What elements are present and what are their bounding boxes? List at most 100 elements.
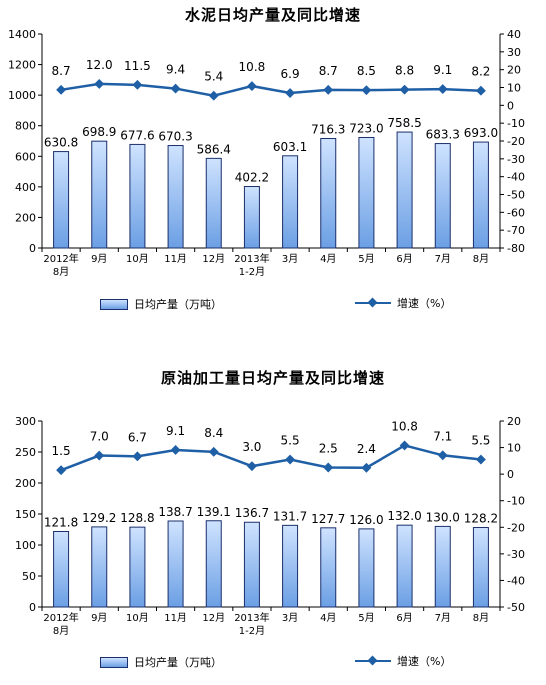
x-tick-label: 8月 [53,625,69,637]
x-tick-label: 2012年 [43,611,78,624]
bar [53,530,70,608]
bar-value-label: 130.0 [426,510,460,524]
y-right-tick-label: -80 [507,242,525,255]
x-tick-label: 7月 [435,612,451,624]
growth-value-label: 5.4 [204,70,223,84]
growth-value-label: 9.1 [433,63,452,77]
y-left-tick-label: 200 [15,211,36,224]
growth-value-label: 9.4 [166,63,185,77]
growth-value-label: 8.4 [204,426,223,440]
bar [243,186,260,249]
growth-marker [437,84,448,95]
bar-value-label: 132.0 [387,509,421,523]
bar-value-label: 136.7 [235,506,269,520]
bar-value-label: 723.0 [349,121,383,135]
bar-value-label: 630.8 [44,136,78,150]
x-tick-label: 12月 [202,612,225,624]
x-tick-label: 11月 [164,253,187,265]
bar-value-label: 138.7 [158,505,192,519]
y-right-tick-label: -10 [507,117,525,130]
y-right-tick-label: 0 [507,468,514,481]
x-tick-label: 8月 [473,612,489,624]
y-right-tick-label: 10 [507,82,521,95]
growth-marker [475,454,486,465]
legend-line-item: 增速（%） [355,653,451,669]
growth-value-label: 8.7 [52,64,71,78]
y-right-tick-label: 20 [507,64,521,77]
legend-bar-label: 日均产量（万吨） [134,656,222,669]
bar [396,524,413,608]
bar [282,524,299,608]
growth-marker [399,84,410,95]
growth-line [60,82,481,97]
growth-value-label: 7.0 [90,430,109,444]
bar [282,155,299,249]
growth-marker [132,79,143,90]
growth-marker [170,445,181,455]
bar [320,138,337,249]
growth-marker [246,81,257,92]
bar-value-label: 758.5 [387,116,421,130]
bar [129,143,146,249]
bar-value-label: 127.7 [311,512,345,526]
bar-value-label: 402.2 [235,171,269,185]
y-left-tick-label: 200 [15,477,36,490]
legend-line-swatch [355,297,391,309]
y-right-tick-label: -10 [507,495,525,508]
x-tick-label: 8月 [473,253,489,265]
growth-value-label: 8.8 [395,64,414,78]
x-tick-label: 8月 [53,266,69,278]
y-right-tick-label: -60 [507,206,525,219]
x-tick-label: 11月 [164,612,187,624]
y-left-tick-label: 1400 [8,28,36,41]
y-left-tick-label: 600 [15,150,36,163]
legend-line-label: 增速（%） [397,297,452,310]
legend-bar-swatch [100,298,128,310]
bar [396,131,413,249]
growth-value-label: 8.7 [319,64,338,78]
bar-value-label: 128.2 [464,512,498,526]
bar-value-label: 139.1 [197,505,231,519]
y-left-tick-label: 150 [15,508,36,521]
crude-oil-chart: 原油加工量日均产量及同比增速 0 50 100 150 200 250 300 -50 -40-… [0,345,546,685]
y-right-tick-label: 30 [507,46,521,59]
bar-value-label: 126.0 [349,513,383,527]
growth-value-label: 12.0 [86,58,113,72]
bar-value-label: 586.4 [197,142,231,156]
y-left-tick-label: 100 [15,539,36,552]
growth-marker [285,454,296,465]
bar [167,145,184,249]
bar-value-label: 128.8 [120,511,154,525]
y-right-tick-label: 10 [507,442,521,455]
bar [167,520,184,608]
growth-marker [246,461,257,472]
x-tick-label: 9月 [91,612,107,624]
bar-value-label: 131.7 [273,509,307,523]
x-tick-label: 6月 [396,253,412,265]
growth-value-label: 8.2 [471,65,490,79]
bar [434,525,451,608]
growth-value-label: 5.5 [281,434,300,448]
growth-value-label: 5.5 [471,434,490,448]
x-tick-label: 12月 [202,253,225,265]
x-tick-label: 5月 [358,253,374,265]
growth-marker [437,450,448,461]
bar-value-label: 698.9 [82,125,116,139]
bar [205,157,222,249]
bar [205,520,222,608]
bar [358,136,375,249]
growth-value-label: 8.5 [357,64,376,78]
y-left-tick-label: 1000 [8,89,36,102]
growth-marker [323,462,334,473]
x-tick-label: 10月 [126,253,149,265]
x-tick-label: 6月 [396,612,412,624]
growth-marker [56,465,67,476]
growth-value-label: 10.8 [239,60,266,74]
bar-value-label: 129.2 [82,511,116,525]
growth-line [60,444,482,472]
cement-chart: 水泥日均产量及同比增速 0 200 400 600 800 1000 1200 1400 -80… [0,0,546,340]
x-tick-label: 2013年 [234,252,269,265]
x-tick-label: 1-2月 [239,625,265,637]
crude-oil-chart-plot: 0 50 100 150 200 250 300 -50 -40 -30 -20 -10 0 10 20 20… [15,415,525,637]
bar-value-label: 670.3 [158,130,192,144]
